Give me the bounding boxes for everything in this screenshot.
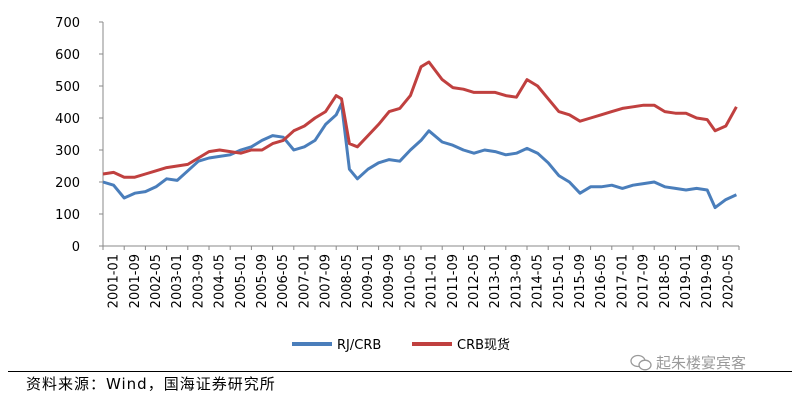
x-tick-label: 2015-09 [573,254,588,308]
x-tick-label: 2012-05 [467,254,482,308]
x-tick-label: 2007-09 [319,254,334,308]
y-tick-label: 400 [55,112,80,127]
x-tick-label: 2005-01 [234,254,249,308]
wechat-icon [630,354,652,370]
x-tick-label: 2017-01 [615,254,630,308]
x-tick-label: 2003-01 [170,254,185,308]
x-tick-label: 2001-09 [128,254,143,308]
legend-label-rjcrb: RJ/CRB [337,338,381,353]
x-tick-label: 2018-05 [658,254,673,308]
y-tick-label: 600 [55,48,80,63]
x-tick-label: 2019-01 [679,254,694,308]
x-tick-label: 2005-09 [255,254,270,308]
y-tick-label: 700 [55,16,80,31]
x-tick-label: 2015-01 [552,254,567,308]
legend-label-crb-spot: CRB现货 [457,337,510,353]
x-tick-label: 2009-01 [361,254,376,308]
y-tick-label: 200 [55,176,80,191]
source-note: 资料来源：Wind，国海证券研究所 [26,375,276,393]
y-tick-label: 500 [55,80,80,95]
y-tick-label: 0 [72,240,80,255]
x-tick-label: 2008-05 [340,254,355,308]
watermark-text: 起朱楼宴宾客 [656,354,747,372]
x-tick-label: 2009-09 [382,254,397,308]
source-divider [8,371,792,372]
y-tick-label: 100 [55,208,80,223]
x-tick-label: 2003-09 [191,254,206,308]
x-tick-label: 2001-01 [107,254,122,308]
x-tick-label: 2010-05 [403,254,418,308]
x-axis-ticks: 2001-01 2001-09 2002-05 2003-01 2003-09 2004-… [102,246,740,308]
x-tick-label: 2011-09 [446,254,461,308]
legend: RJ/CRB CRB现货 [292,337,510,353]
x-tick-label: 2002-05 [149,254,164,308]
x-tick-label: 2006-05 [276,254,291,308]
series-line-1 [102,60,738,179]
x-tick-label: 2020-05 [721,254,736,308]
y-axis-ticks: 0 100 200 300 400 500 600 700 [55,16,103,255]
x-tick-label: 2011-01 [425,254,440,308]
series-lines [102,60,738,210]
x-tick-label: 2007-01 [297,254,312,308]
x-tick-label: 2013-01 [488,254,503,308]
axes [102,22,739,247]
watermark: 起朱楼宴宾客 [630,352,746,373]
x-tick-label: 2016-05 [594,254,609,308]
series-line-0 [102,102,738,210]
x-tick-label: 2014-05 [531,254,546,308]
x-tick-label: 2013-09 [509,254,524,308]
x-tick-label: 2019-09 [700,254,715,308]
y-tick-label: 300 [55,144,80,159]
x-tick-label: 2017-09 [637,254,652,308]
x-tick-label: 2004-05 [213,254,228,308]
